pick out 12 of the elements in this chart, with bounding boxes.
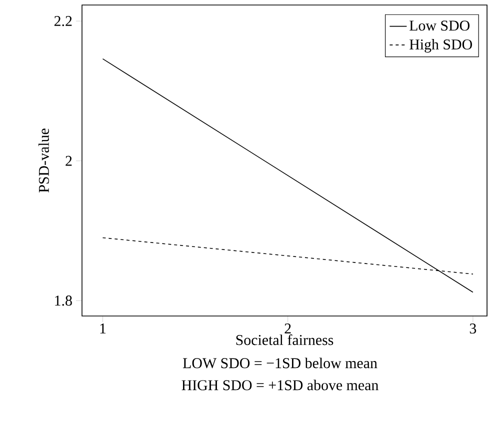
legend-label: Low SDO	[410, 20, 470, 31]
y-tick-label: 1.8	[55, 296, 72, 306]
x-tick-label: 2	[284, 324, 291, 334]
x-axis-title: Societal fairness	[236, 334, 334, 346]
y-tick-label: 2.2	[54, 16, 72, 26]
legend-label: High SDO	[410, 39, 472, 53]
y-axis-title: PSD-value	[38, 128, 49, 192]
text: LOW SDO = −1SD below mean	[182, 358, 378, 368]
text: HIGH SDO = +1SD above mean	[182, 380, 378, 390]
x-tick-label: 3	[470, 324, 476, 334]
y-tick-label: 2	[66, 156, 72, 166]
x-tick-label: 1	[100, 324, 106, 334]
